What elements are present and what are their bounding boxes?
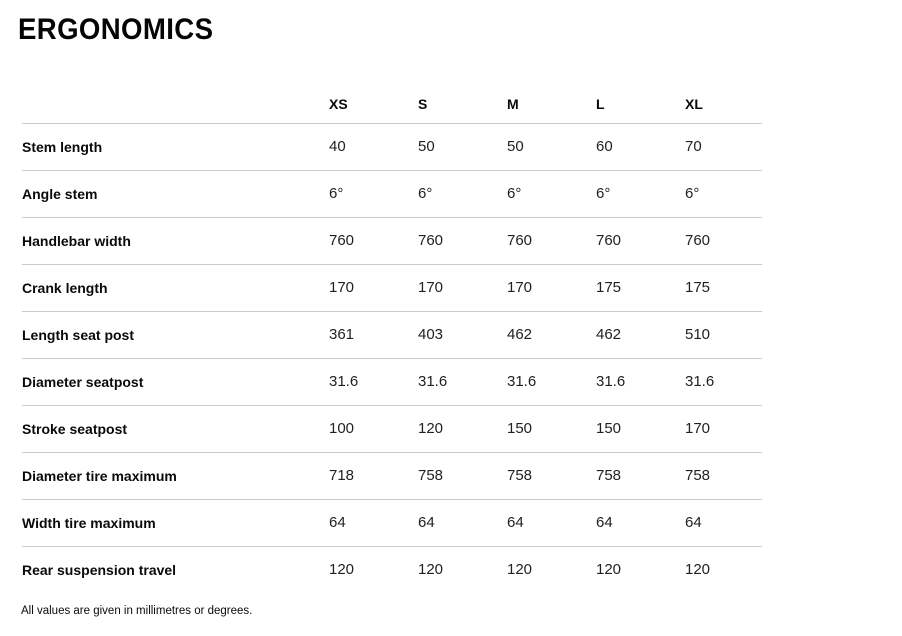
table-row: Crank length 170 170 170 175 175 (22, 264, 762, 312)
cell-value: 758 (685, 452, 762, 500)
row-label: Length seat post (22, 311, 329, 359)
column-header-xl: XL (685, 85, 762, 124)
cell-value: 175 (685, 264, 762, 312)
row-label: Width tire maximum (22, 499, 329, 547)
cell-value: 120 (685, 561, 711, 579)
ergonomics-table: XS S M L XL Stem length 40 50 50 60 70 Angle stem 6… (22, 85, 762, 593)
cell-value: 6° (596, 170, 685, 218)
table-header-row: XS S M L XL (22, 85, 762, 124)
cell-value: 64 (507, 499, 596, 547)
cell-value: 760 (418, 217, 507, 265)
table-row: Angle stem 6° 6° 6° 6° 6° (22, 170, 762, 218)
row-label: Angle stem (22, 170, 329, 218)
cell-value: 100 (329, 405, 418, 453)
table-row: Width tire maximum 64 64 64 64 64 (22, 499, 762, 547)
cell-value: 760 (685, 217, 762, 265)
cell-value: 120 (507, 561, 533, 579)
column-header-xs: XS (329, 85, 418, 124)
column-header-l: L (596, 85, 685, 124)
cell-value: 6° (685, 170, 762, 218)
cell-value: 150 (596, 405, 685, 453)
cell-value: 31.6 (596, 358, 685, 406)
column-header-m: M (507, 85, 596, 124)
table-row: Length seat post 361 403 462 462 510 (22, 311, 762, 359)
cell-value: 170 (329, 264, 418, 312)
cell-value: 6° (507, 170, 596, 218)
row-label: Rear suspension travel (22, 561, 177, 578)
cell-value: 64 (596, 499, 685, 547)
cell-value: 50 (507, 123, 596, 171)
cell-value: 150 (507, 405, 596, 453)
cell-value: 31.6 (507, 358, 596, 406)
table-row: Stroke seatpost 100 120 150 150 170 (22, 405, 762, 453)
cell-value: 64 (685, 499, 762, 547)
cell-value: 758 (596, 452, 685, 500)
cell-value: 6° (418, 170, 507, 218)
footnote: All values are given in millimetres or d… (21, 605, 253, 617)
cell-value: 120 (418, 561, 444, 579)
cell-value: 758 (418, 452, 507, 500)
cell-value: 462 (507, 311, 596, 359)
cell-value: 6° (329, 170, 418, 218)
row-label: Stem length (22, 123, 329, 171)
cell-value: 170 (418, 264, 507, 312)
header-corner-cell (22, 85, 329, 124)
cell-value: 120 (418, 405, 507, 453)
table-row: Diameter seatpost 31.6 31.6 31.6 31.6 31.6 (22, 358, 762, 406)
cell-value: 718 (329, 452, 418, 500)
cell-value: 175 (596, 264, 685, 312)
table-row: Handlebar width 760 760 760 760 760 (22, 217, 762, 265)
cell-value: 760 (596, 217, 685, 265)
row-label: Crank length (22, 264, 329, 312)
column-header-s: S (418, 85, 507, 124)
cell-value: 170 (507, 264, 596, 312)
cell-value: 510 (685, 311, 762, 359)
cell-value: 120 (596, 561, 622, 579)
row-label: Diameter tire maximum (22, 452, 329, 500)
row-label: Stroke seatpost (22, 405, 329, 453)
cell-value: 31.6 (418, 358, 507, 406)
page-title: ERGONOMICS (18, 13, 214, 46)
row-label: Diameter seatpost (22, 358, 329, 406)
cell-value: 120 (329, 561, 355, 579)
cell-value: 760 (329, 217, 418, 265)
cell-value: 50 (418, 123, 507, 171)
cell-value: 361 (329, 311, 418, 359)
cell-value: 64 (418, 499, 507, 547)
cell-value: 60 (596, 123, 685, 171)
cell-value: 760 (507, 217, 596, 265)
row-label: Handlebar width (22, 217, 329, 265)
cell-value: 31.6 (685, 358, 762, 406)
table-row: Rear suspension travel 120 120 120 120 120 (22, 546, 762, 593)
cell-value: 403 (418, 311, 507, 359)
cell-value: 31.6 (329, 358, 418, 406)
cell-value: 462 (596, 311, 685, 359)
table-row: Diameter tire maximum 718 758 758 758 758 (22, 452, 762, 500)
cell-value: 758 (507, 452, 596, 500)
cell-value: 170 (685, 405, 762, 453)
cell-value: 40 (329, 123, 418, 171)
cell-value: 70 (685, 123, 762, 171)
cell-value: 64 (329, 499, 418, 547)
table-row: Stem length 40 50 50 60 70 (22, 123, 762, 171)
